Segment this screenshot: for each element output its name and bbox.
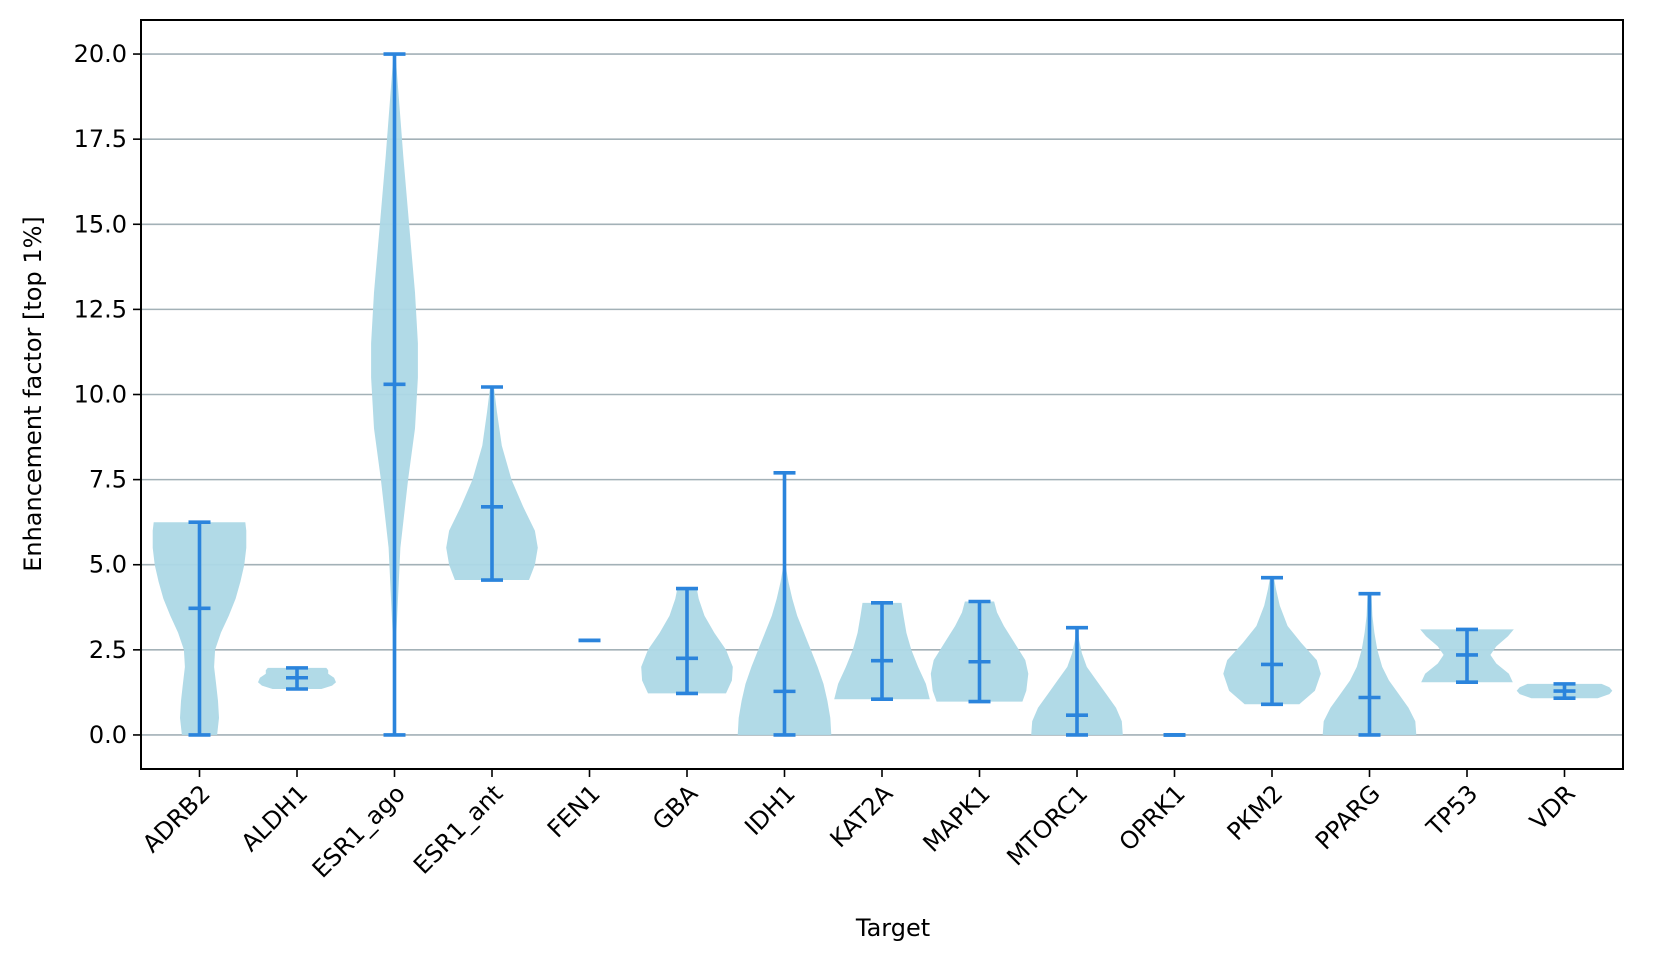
y-tick-label: 7.5 xyxy=(89,466,127,494)
x-axis-label: Target xyxy=(855,914,930,942)
y-tick-label: 12.5 xyxy=(74,295,127,323)
y-tick-label: 0.0 xyxy=(89,721,127,749)
y-tick-label: 17.5 xyxy=(74,125,127,153)
x-tick-label: ALDH1 xyxy=(236,779,313,856)
x-tick-label: MAPK1 xyxy=(918,779,996,857)
x-tick-label: MTORC1 xyxy=(1001,779,1093,871)
x-tick-label: OPRK1 xyxy=(1114,779,1191,856)
y-tick-label: 10.0 xyxy=(74,381,127,409)
x-tick-label: KAT2A xyxy=(825,779,899,853)
y-axis-label: Enhancement factor [top 1%] xyxy=(19,216,47,572)
x-tick-label: TP53 xyxy=(1421,779,1484,842)
y-tick-label: 20.0 xyxy=(74,40,127,68)
y-tick-label: 5.0 xyxy=(89,551,127,579)
x-tick-label: GBA xyxy=(647,779,704,836)
x-tick-label: PPARG xyxy=(1310,779,1386,855)
violin-stat-lines xyxy=(188,52,1576,737)
x-tick-label: ESR1_ago xyxy=(307,779,411,883)
x-tick-label: FEN1 xyxy=(542,779,606,843)
x-tick-label: ESR1_ant xyxy=(408,779,508,879)
y-tick-label: 15.0 xyxy=(74,210,127,238)
x-tick-label: VDR xyxy=(1524,779,1580,835)
x-tick-label: ADRB2 xyxy=(137,779,216,858)
y-tick-label: 2.5 xyxy=(89,636,127,664)
x-tick-label: IDH1 xyxy=(739,779,800,840)
x-tick-label: PKM2 xyxy=(1222,779,1289,846)
y-axis-ticks: 0.0 2.5 5.0 7.5 10.0 12.5 15.0 17.5 20.0 xyxy=(74,40,141,749)
